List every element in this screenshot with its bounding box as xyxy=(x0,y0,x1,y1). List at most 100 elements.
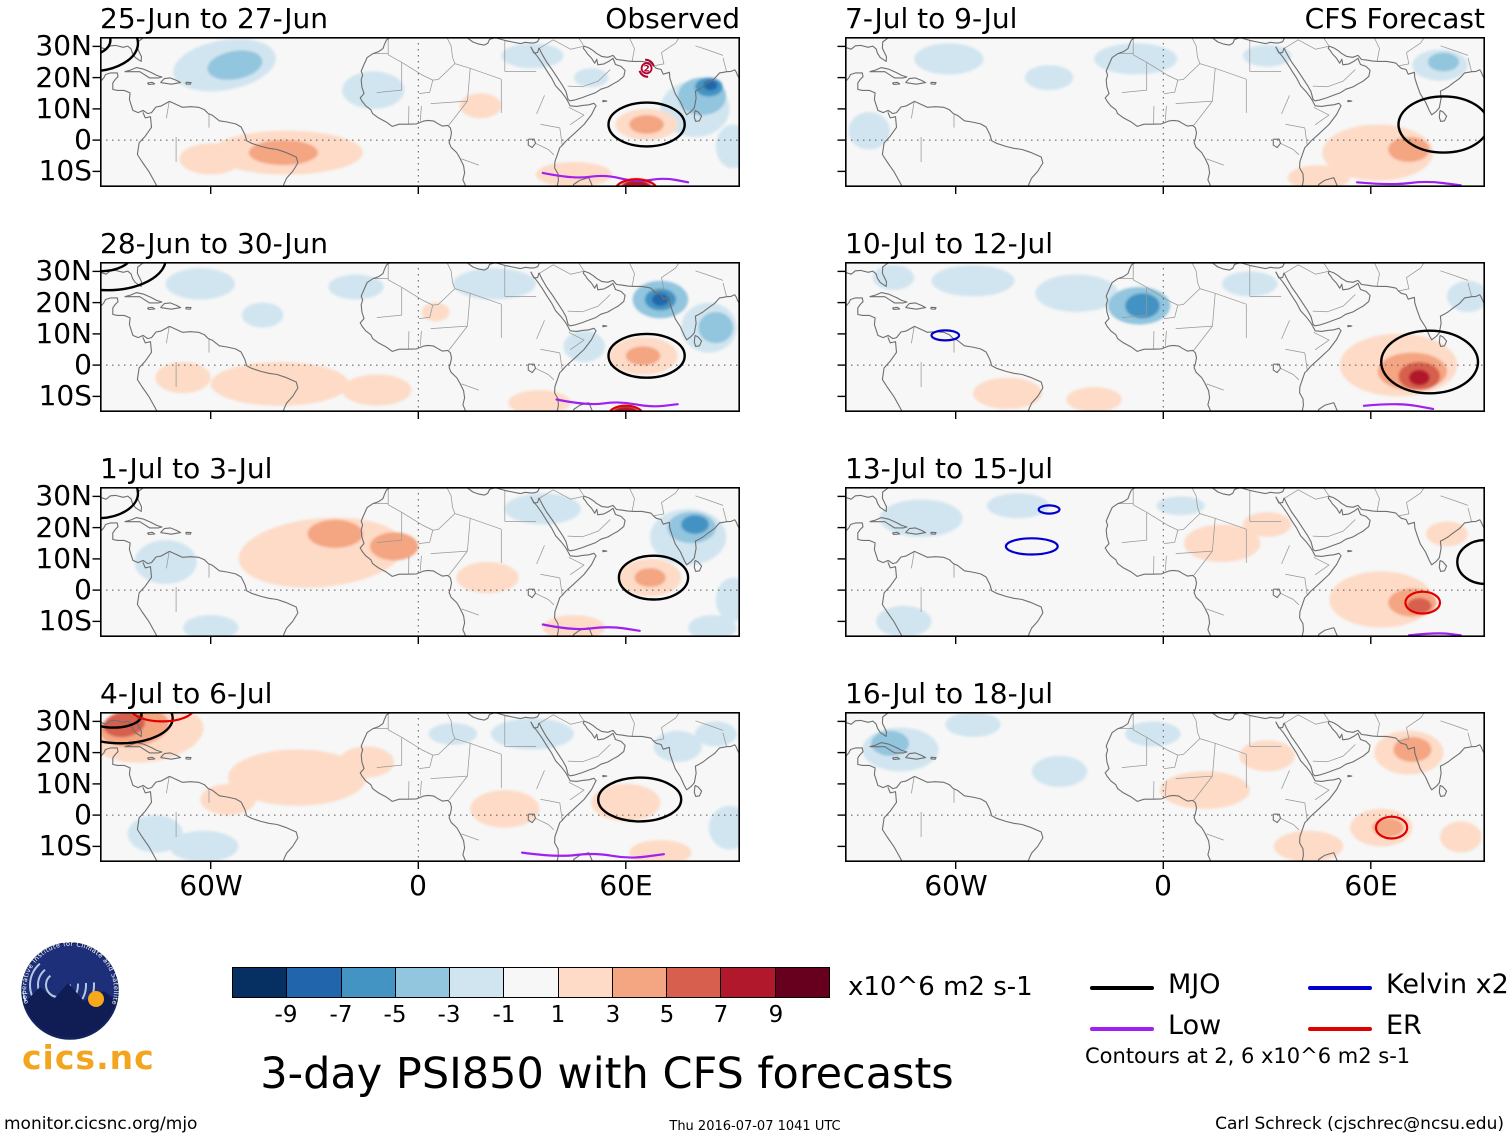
low-contour xyxy=(521,851,665,859)
colorbar-segment xyxy=(611,968,667,997)
column-header-observed: Observed xyxy=(605,2,740,35)
kelvin-contour xyxy=(1004,537,1059,556)
low-contour xyxy=(541,171,690,184)
panel-frame xyxy=(100,262,741,412)
er-contour xyxy=(1374,815,1409,840)
panel-frame xyxy=(845,487,1486,637)
y-axis-label: 30N xyxy=(35,254,92,287)
x-axis-label: 60E xyxy=(1344,869,1398,902)
country-borders xyxy=(911,37,1472,166)
panel-frame xyxy=(100,712,741,862)
colorbar-segment xyxy=(774,968,829,997)
coastlines xyxy=(845,262,1485,412)
country-borders xyxy=(911,262,1472,391)
y-axis-label: 0 xyxy=(74,123,92,156)
panel-title-2: 28-Jun to 30-Jun xyxy=(100,227,328,260)
panel-title-7: 13-Jul to 15-Jul xyxy=(845,452,1054,485)
map-panel-5 xyxy=(837,37,1486,194)
mjo-contour xyxy=(100,712,174,745)
logo-wordmark: cics.nc xyxy=(22,1038,155,1077)
mjo-contour xyxy=(1379,329,1480,395)
colorbar-tick-label: -7 xyxy=(329,1002,353,1028)
country-borders xyxy=(166,37,727,166)
y-axis-label: 10S xyxy=(38,829,92,862)
y-axis-label: 30N xyxy=(35,479,92,512)
low-contour xyxy=(541,623,641,632)
legend-line-kelvin-x2 xyxy=(1308,986,1372,990)
column-header-cfs-forecast: CFS Forecast xyxy=(1304,2,1485,35)
author-credit: Carl Schreck (cjschrec@ncsu.edu) xyxy=(1215,1114,1504,1134)
legend-label: Kelvin x2 xyxy=(1386,969,1509,1000)
map-panel-8 xyxy=(837,712,1486,869)
er-contour xyxy=(608,404,644,412)
country-borders xyxy=(166,262,727,391)
colorbar-tick-label: -1 xyxy=(492,1002,516,1028)
colorbar-units: x10^6 m2 s-1 xyxy=(848,972,1033,1002)
y-axis-label: 20N xyxy=(35,61,92,94)
y-axis-label: 0 xyxy=(74,573,92,606)
x-axis-label: 0 xyxy=(409,869,427,902)
mjo-contour xyxy=(100,262,167,292)
y-axis-label: 30N xyxy=(35,704,92,737)
low-contour xyxy=(1362,403,1435,410)
map-panel-1: 2 xyxy=(92,37,741,194)
y-axis-label: 10S xyxy=(38,379,92,412)
panel-title-4: 4-Jul to 6-Jul xyxy=(100,677,273,710)
panel-title-6: 10-Jul to 12-Jul xyxy=(845,227,1054,260)
low-contour xyxy=(1355,180,1462,187)
colorbar-tick-label: 3 xyxy=(605,1002,621,1028)
x-axis-label: 0 xyxy=(1154,869,1172,902)
y-axis-label: 30N xyxy=(35,29,92,62)
panel-frame xyxy=(845,712,1486,862)
mjo-contour xyxy=(100,487,140,520)
country-borders xyxy=(166,487,727,616)
er-contour xyxy=(1404,590,1442,615)
panel-title-8: 16-Jul to 18-Jul xyxy=(845,677,1054,710)
mjo-contour xyxy=(617,554,690,601)
kelvin-contour xyxy=(1037,504,1061,515)
low-contour xyxy=(1407,632,1462,637)
anomaly-fill-layer xyxy=(100,712,740,862)
map-panel-2 xyxy=(92,262,741,419)
panel-frame xyxy=(845,37,1486,187)
country-borders xyxy=(166,712,727,841)
y-axis-label: 10N xyxy=(35,92,92,125)
y-axis-label: 20N xyxy=(35,286,92,319)
map-panel-7 xyxy=(837,487,1486,644)
colorbar-segment xyxy=(449,968,504,997)
legend-label: MJO xyxy=(1168,969,1221,1000)
y-axis-label: 10N xyxy=(35,542,92,575)
anomaly-fill-layer xyxy=(876,493,1468,637)
coastlines xyxy=(100,37,740,187)
figure-title: 3-day PSI850 with CFS forecasts xyxy=(260,1049,954,1099)
y-axis-label: 10N xyxy=(35,317,92,350)
source-url[interactable]: monitor.cicsnc.org/mjo xyxy=(4,1114,198,1134)
map-panel-6 xyxy=(837,262,1486,419)
panel-frame xyxy=(845,262,1486,412)
map-panel-3 xyxy=(92,487,741,644)
colorbar-segment xyxy=(720,968,775,997)
colorbar-tick-label: 9 xyxy=(768,1002,784,1028)
anomaly-fill-layer xyxy=(134,493,740,637)
tropical-cyclone-marker: 2 xyxy=(638,58,655,78)
low-contour xyxy=(555,398,679,408)
mjo-contour xyxy=(607,101,686,148)
panel-title-1: 25-Jun to 27-Jun xyxy=(100,2,328,35)
legend-line-low xyxy=(1090,1027,1154,1031)
x-axis-label: 60W xyxy=(924,869,988,902)
y-axis-label: 0 xyxy=(74,348,92,381)
anomaly-fill-layer xyxy=(173,38,740,187)
mjo-contour xyxy=(100,712,143,729)
colorbar-segment xyxy=(557,968,612,997)
y-axis-label: 10S xyxy=(38,154,92,187)
coastlines xyxy=(100,487,740,637)
y-axis-label: 20N xyxy=(35,511,92,544)
sun-graphic xyxy=(88,991,104,1007)
coastlines xyxy=(845,487,1485,637)
coastlines xyxy=(100,712,740,862)
mjo-contour xyxy=(597,776,683,823)
coastlines xyxy=(845,712,1485,862)
coastlines xyxy=(845,37,1485,187)
coastlines xyxy=(100,262,740,412)
colorbar-segment xyxy=(340,968,395,997)
